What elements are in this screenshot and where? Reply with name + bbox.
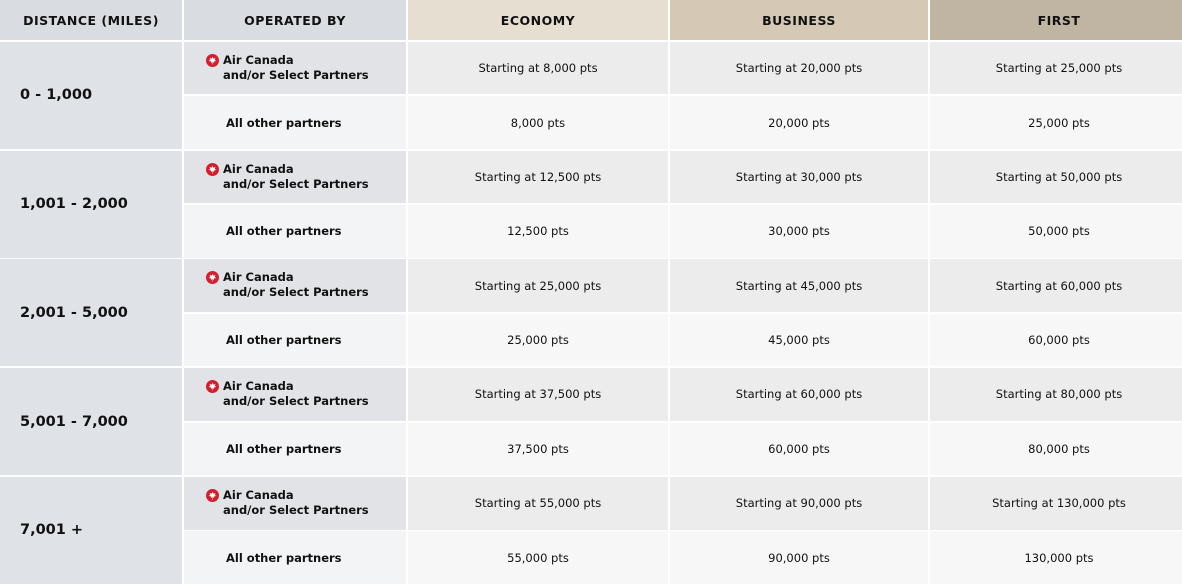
distance-band: 7,001 + xyxy=(0,477,182,584)
ac-first-price: Starting at 25,000 pts xyxy=(930,41,1182,95)
ac-first-price: Starting at 50,000 pts xyxy=(930,150,1182,204)
other-economy-price: 25,000 pts xyxy=(408,313,668,367)
operator-line2: and/or Select Partners xyxy=(223,394,369,409)
other-economy-price: 12,500 pts xyxy=(408,205,668,258)
distance-label: 1,001 - 2,000 xyxy=(20,196,128,213)
other-business-price: 90,000 pts xyxy=(670,531,928,584)
header-operated-by: OPERATED BY xyxy=(184,0,406,40)
other-first-price: 60,000 pts xyxy=(930,313,1182,367)
ac-economy-price: Starting at 37,500 pts xyxy=(408,368,668,421)
other-first-price: 130,000 pts xyxy=(930,531,1182,584)
operator-air-canada: Air Canada and/or Select Partners xyxy=(184,368,406,421)
distance-label: 5,001 - 7,000 xyxy=(20,413,128,430)
ac-first-price: Starting at 80,000 pts xyxy=(930,368,1182,421)
other-business-price: 20,000 pts xyxy=(670,96,928,149)
other-first-price: 80,000 pts xyxy=(930,422,1182,476)
air-canada-maple-leaf-icon xyxy=(206,380,219,394)
distance-label: 2,001 - 5,000 xyxy=(20,304,128,321)
other-business-price: 60,000 pts xyxy=(670,422,928,476)
ac-economy-price: Starting at 8,000 pts xyxy=(408,41,668,95)
ac-economy-price: Starting at 12,500 pts xyxy=(408,150,668,204)
other-economy-price: 55,000 pts xyxy=(408,531,668,584)
operator-line2: and/or Select Partners xyxy=(223,285,369,300)
operator-line2: and/or Select Partners xyxy=(223,67,369,82)
operator-air-canada: Air Canada and/or Select Partners xyxy=(184,41,406,95)
header-economy: ECONOMY xyxy=(408,0,668,40)
distance-band: 1,001 - 2,000 xyxy=(0,150,182,258)
operator-air-canada: Air Canada and/or Select Partners xyxy=(184,259,406,312)
operator-line1: Air Canada xyxy=(223,161,294,176)
other-first-price: 25,000 pts xyxy=(930,96,1182,149)
ac-business-price: Starting at 30,000 pts xyxy=(670,150,928,204)
distance-band: 5,001 - 7,000 xyxy=(0,368,182,476)
ac-economy-price: Starting at 55,000 pts xyxy=(408,477,668,530)
other-business-price: 45,000 pts xyxy=(670,313,928,367)
air-canada-maple-leaf-icon xyxy=(206,489,219,503)
header-first: FIRST xyxy=(930,0,1182,40)
distance-label: 0 - 1,000 xyxy=(20,87,93,104)
header-distance: DISTANCE (MILES) xyxy=(0,0,182,40)
ac-business-price: Starting at 45,000 pts xyxy=(670,259,928,312)
other-business-price: 30,000 pts xyxy=(670,205,928,258)
ac-first-price: Starting at 60,000 pts xyxy=(930,259,1182,312)
other-first-price: 50,000 pts xyxy=(930,205,1182,258)
operator-other-partners: All other partners xyxy=(184,96,406,149)
distance-band: 0 - 1,000 xyxy=(0,41,182,149)
ac-business-price: Starting at 90,000 pts xyxy=(670,477,928,530)
ac-business-price: Starting at 20,000 pts xyxy=(670,41,928,95)
operator-other-partners: All other partners xyxy=(184,531,406,584)
air-canada-maple-leaf-icon xyxy=(206,271,219,285)
air-canada-maple-leaf-icon xyxy=(206,162,219,176)
header-business: BUSINESS xyxy=(670,0,928,40)
operator-other-partners: All other partners xyxy=(184,205,406,258)
other-economy-price: 8,000 pts xyxy=(408,96,668,149)
operator-other-partners: All other partners xyxy=(184,422,406,476)
distance-band: 2,001 - 5,000 xyxy=(0,259,182,367)
ac-first-price: Starting at 130,000 pts xyxy=(930,477,1182,530)
air-canada-maple-leaf-icon xyxy=(206,53,219,67)
operator-air-canada: Air Canada and/or Select Partners xyxy=(184,477,406,530)
operator-line1: Air Canada xyxy=(223,52,294,67)
other-economy-price: 37,500 pts xyxy=(408,422,668,476)
operator-line1: Air Canada xyxy=(223,379,294,394)
operator-other-partners: All other partners xyxy=(184,313,406,367)
operator-line1: Air Canada xyxy=(223,488,294,503)
operator-air-canada: Air Canada and/or Select Partners xyxy=(184,150,406,204)
distance-label: 7,001 + xyxy=(20,522,84,539)
operator-line2: and/or Select Partners xyxy=(223,503,369,518)
operator-line1: Air Canada xyxy=(223,270,294,285)
ac-economy-price: Starting at 25,000 pts xyxy=(408,259,668,312)
ac-business-price: Starting at 60,000 pts xyxy=(670,368,928,421)
operator-line2: and/or Select Partners xyxy=(223,176,369,191)
